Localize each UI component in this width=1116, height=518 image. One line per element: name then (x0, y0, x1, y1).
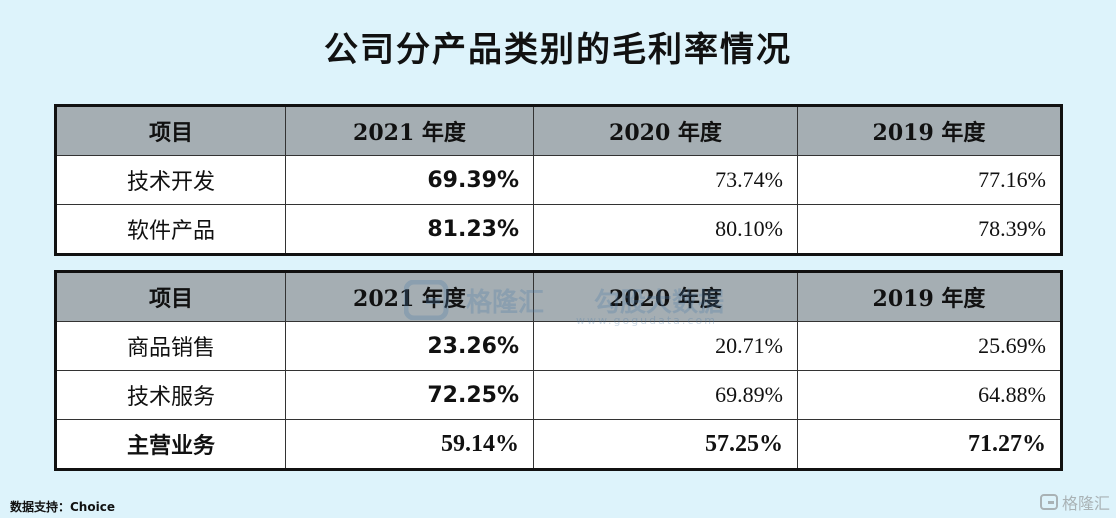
row-label: 技术服务 (55, 370, 286, 420)
cell-2021: 69.39% (285, 155, 534, 205)
row-label: 技术开发 (55, 155, 286, 205)
cell-2020: 57.25% (533, 419, 798, 470)
cell-2020: 73.74% (533, 155, 798, 205)
corner-logo-icon (1039, 494, 1058, 510)
row-label: 软件产品 (55, 204, 286, 255)
table-header-row: 项目 2021 年度 2020 年度 2019 年度 (55, 105, 1062, 156)
header-2021: 2021 年度 (285, 105, 534, 156)
gross-margin-table-1: 项目 2021 年度 2020 年度 2019 年度 技术开发 69.39% 7… (54, 104, 1063, 256)
table-row-total: 主营业务 59.14% 57.25% 71.27% (55, 419, 1062, 470)
table-row: 技术服务 72.25% 69.89% 64.88% (55, 370, 1062, 420)
row-label: 主营业务 (55, 419, 286, 470)
cell-2020: 20.71% (533, 321, 798, 371)
gross-margin-table-2: 项目 2021 年度 2020 年度 2019 年度 商品销售 23.26% 2… (54, 270, 1063, 471)
row-label: 商品销售 (55, 321, 286, 371)
header-2020: 2020 年度 (533, 105, 798, 156)
table-row: 软件产品 81.23% 80.10% 78.39% (55, 204, 1062, 255)
table-row: 技术开发 69.39% 73.74% 77.16% (55, 155, 1062, 205)
cell-2019: 25.69% (797, 321, 1062, 371)
page-title: 公司分产品类别的毛利率情况 (324, 30, 792, 70)
header-item: 项目 (55, 105, 286, 156)
source-note: 数据支持：Choice (10, 500, 115, 514)
header-2020: 2020 年度 (533, 271, 798, 322)
table-row: 商品销售 23.26% 20.71% 25.69% (55, 321, 1062, 371)
header-2021: 2021 年度 (285, 271, 534, 322)
cell-2021: 23.26% (285, 321, 534, 371)
cell-2020: 80.10% (533, 204, 798, 255)
corner-logo: 格隆汇 (1039, 490, 1110, 514)
cell-2019: 71.27% (797, 419, 1062, 470)
header-item: 项目 (55, 271, 286, 322)
cell-2019: 64.88% (797, 370, 1062, 420)
header-2019: 2019 年度 (797, 105, 1062, 156)
cell-2019: 77.16% (797, 155, 1062, 205)
table-header-row: 项目 2021 年度 2020 年度 2019 年度 (55, 271, 1062, 322)
cell-2021: 81.23% (285, 204, 534, 255)
cell-2021: 59.14% (285, 419, 534, 470)
header-2019: 2019 年度 (797, 271, 1062, 322)
cell-2020: 69.89% (533, 370, 798, 420)
cell-2021: 72.25% (285, 370, 534, 420)
cell-2019: 78.39% (797, 204, 1062, 255)
corner-logo-text: 格隆汇 (1061, 494, 1110, 513)
